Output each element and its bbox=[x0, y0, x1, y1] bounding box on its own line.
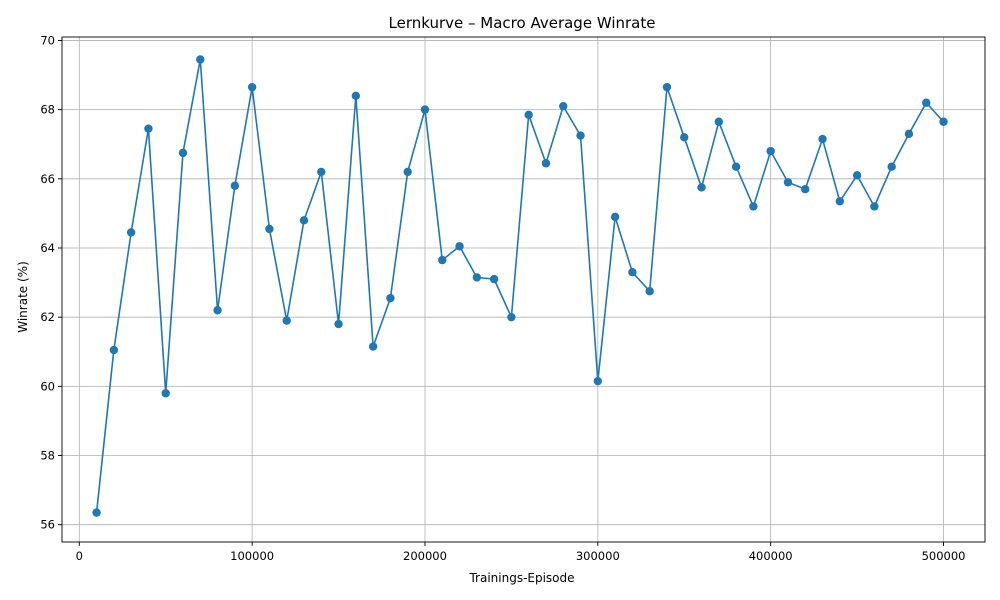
data-point bbox=[680, 133, 689, 142]
x-tick-label: 200000 bbox=[403, 549, 447, 563]
y-tick-label: 64 bbox=[40, 241, 55, 255]
x-tick-label: 100000 bbox=[230, 549, 274, 563]
data-point bbox=[126, 228, 136, 237]
data-point bbox=[576, 131, 585, 140]
x-axis-label: Trainings-Episode bbox=[468, 571, 574, 585]
plot-frame bbox=[61, 36, 986, 543]
data-point bbox=[783, 178, 793, 187]
data-point bbox=[801, 184, 810, 194]
y-tick-label: 70 bbox=[40, 33, 55, 47]
data-point bbox=[507, 312, 516, 322]
data-point bbox=[196, 55, 205, 64]
data-point bbox=[818, 134, 827, 144]
data-point bbox=[109, 345, 119, 355]
data-point bbox=[559, 101, 568, 111]
data-point bbox=[887, 162, 896, 171]
y-tick-label: 60 bbox=[40, 379, 55, 393]
y-tick-label: 58 bbox=[40, 449, 55, 463]
y-tick-label: 66 bbox=[40, 172, 55, 186]
data-point bbox=[403, 167, 412, 177]
data-point bbox=[904, 129, 914, 139]
data-point bbox=[541, 159, 551, 168]
data-point bbox=[351, 91, 361, 101]
y-axis: 56 58 60 62 64 66 68 70 bbox=[40, 33, 62, 532]
data-point bbox=[731, 162, 741, 171]
data-point bbox=[749, 202, 758, 211]
x-tick-label: 300000 bbox=[576, 549, 620, 563]
data-point bbox=[593, 376, 603, 386]
data-point bbox=[455, 242, 464, 251]
data-point bbox=[852, 171, 862, 180]
y-axis-label: Winrate (%) bbox=[16, 261, 30, 333]
data-point bbox=[92, 508, 101, 517]
data-point bbox=[282, 316, 291, 325]
x-tick-label: 500000 bbox=[922, 549, 966, 563]
data-point bbox=[178, 148, 188, 158]
y-tick-label: 56 bbox=[40, 518, 55, 532]
data-point bbox=[472, 273, 482, 282]
chart-title: Lernkurve – Macro Average Winrate bbox=[389, 14, 656, 32]
data-point bbox=[265, 224, 274, 234]
data-point bbox=[489, 274, 499, 284]
data-point bbox=[368, 342, 378, 351]
data-point bbox=[247, 82, 257, 92]
data-point bbox=[230, 181, 240, 190]
data-point bbox=[524, 110, 533, 120]
data-point bbox=[835, 197, 845, 206]
data-point bbox=[697, 183, 706, 192]
data-point bbox=[317, 167, 326, 177]
data-point bbox=[386, 293, 395, 303]
data-point bbox=[420, 105, 430, 114]
x-tick-label: 400000 bbox=[749, 549, 793, 563]
data-point bbox=[714, 117, 724, 126]
y-tick-label: 68 bbox=[40, 103, 55, 117]
data-point bbox=[645, 287, 654, 296]
series-line bbox=[95, 59, 945, 513]
data-point bbox=[870, 202, 879, 211]
data-point bbox=[299, 216, 309, 225]
data-point bbox=[438, 255, 447, 265]
grid bbox=[62, 37, 985, 542]
x-tick-label: 0 bbox=[76, 549, 83, 563]
series-line-layer bbox=[95, 59, 945, 513]
data-point bbox=[766, 146, 775, 156]
x-axis: 0 100000 200000 300000 400000 500000 bbox=[76, 542, 966, 563]
data-point bbox=[161, 389, 170, 398]
data-point bbox=[628, 268, 637, 277]
data-point bbox=[144, 124, 153, 133]
data-point bbox=[939, 117, 948, 126]
data-point bbox=[922, 98, 931, 107]
data-point bbox=[610, 212, 620, 222]
data-point bbox=[334, 319, 343, 329]
data-point bbox=[213, 306, 222, 315]
data-point bbox=[662, 82, 672, 92]
y-tick-label: 62 bbox=[40, 310, 55, 324]
data-points bbox=[92, 55, 948, 517]
